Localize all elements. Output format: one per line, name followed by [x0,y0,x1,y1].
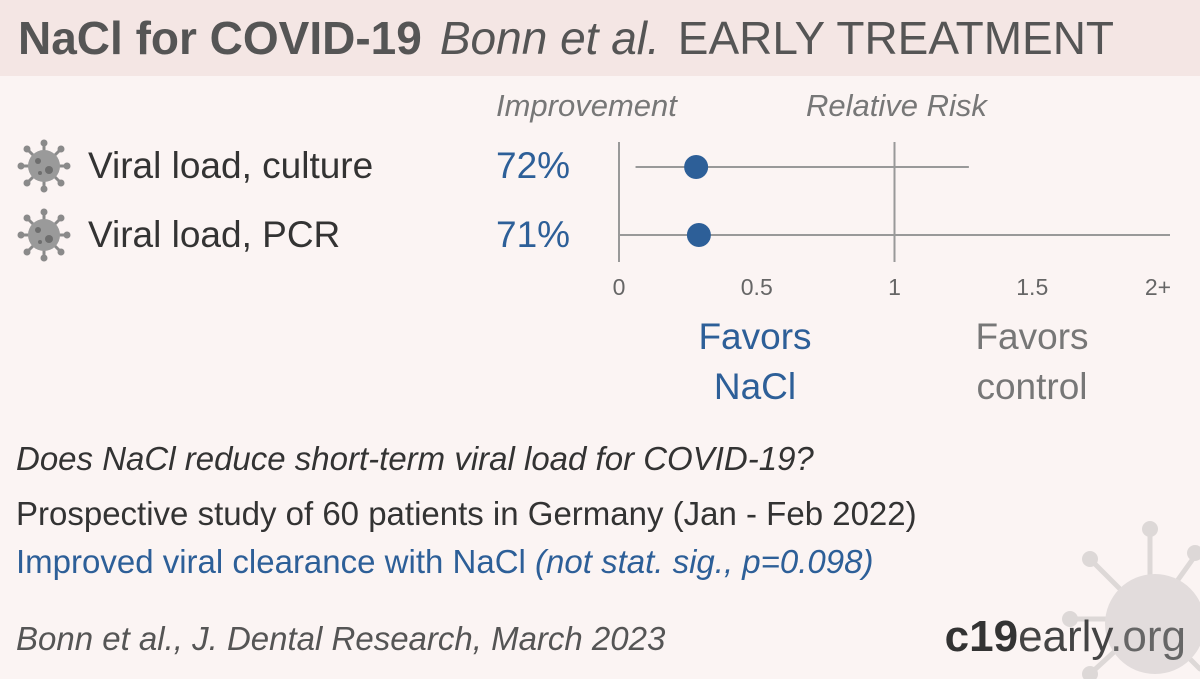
brand-part-org: .org [1110,612,1186,661]
study-result: Improved viral clearance with NaCl (not … [16,543,873,581]
improvement-column-header: Improvement [496,88,677,123]
title-category: EARLY TREATMENT [677,12,1115,64]
favors-control-line1: Favors [975,316,1089,357]
forest-plot [618,142,1170,262]
improvement-value-culture: 72% [496,145,571,186]
brand-part-early: early [1018,612,1111,661]
brand-part-c19: c19 [944,612,1019,661]
favors-nacl-line1: Favors [698,316,812,357]
point-estimate-1 [686,223,711,247]
outcome-label-pcr: Viral load, PCR [88,214,341,255]
x-tick-label: 0.5 [740,274,773,300]
title-treatment: NaCl for COVID-19 [18,12,422,64]
virus-icon [17,208,71,262]
x-tick-label: 0 [612,274,626,300]
x-tick-label: 1 [888,274,901,300]
citation: Bonn et al., J. Dental Research, March 2… [16,620,666,657]
result-detail: (not stat. sig., p=0.098) [535,543,874,580]
outcome-label-culture: Viral load, culture [88,145,374,186]
improvement-value-pcr: 71% [496,214,571,255]
point-estimate-0 [684,155,709,179]
study-design: Prospective study of 60 patients in Germ… [16,495,917,532]
relative-risk-column-header: Relative Risk [806,88,987,123]
title-authors: Bonn et al. [439,12,660,64]
x-tick-label: 2+ [1144,274,1172,300]
favors-control-line2: control [976,366,1088,407]
favors-nacl-label: Favors NaCl [698,312,811,412]
background-virus-icon [1062,521,1200,679]
result-main: Improved viral clearance with NaCl [16,543,536,580]
virus-icon [17,139,71,193]
favors-nacl-line2: NaCl [713,366,797,407]
study-question: Does NaCl reduce short-term viral load f… [16,440,814,477]
brand-logo[interactable]: c19early.org [945,612,1186,662]
header-bar: NaCl for COVID-19 Bonn et al. EARLY TREATM… [0,0,1200,76]
page-title: NaCl for COVID-19 Bonn et al. EARLY TREATM… [18,10,1114,66]
favors-control-label: Favors control [975,312,1088,412]
x-tick-label: 1.5 [1016,274,1049,300]
